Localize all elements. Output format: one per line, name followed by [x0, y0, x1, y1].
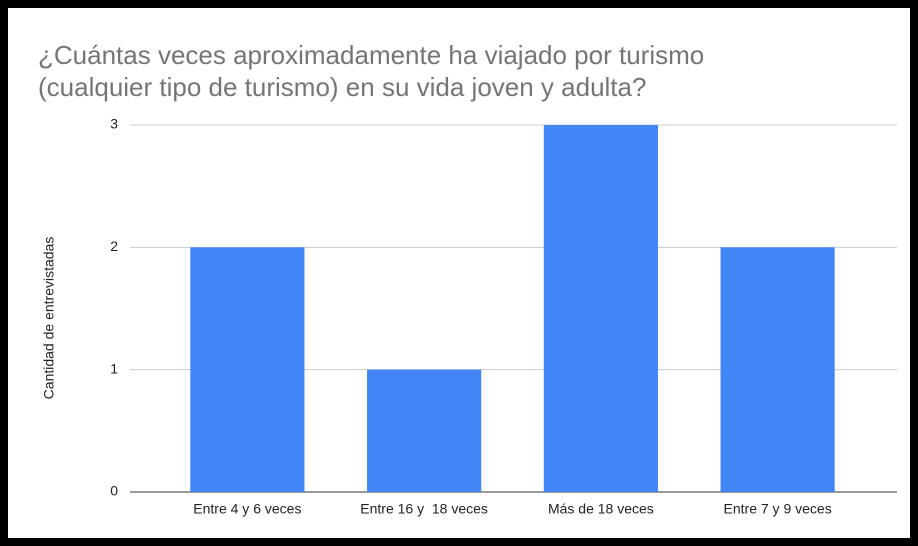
- y-tick-label: 1: [110, 360, 118, 376]
- x-tick-label: Entre 4 y 6 veces: [193, 501, 301, 517]
- x-tick-label: Entre 16 y 18 veces: [360, 501, 488, 517]
- chart-title: ¿Cuántas veces aproximadamente ha viajad…: [38, 40, 704, 70]
- chart-title: (cualquier tipo de turismo) en su vida j…: [38, 72, 646, 102]
- y-tick-label: 3: [110, 116, 118, 132]
- bar: [190, 247, 305, 492]
- bar: [543, 125, 658, 492]
- y-axis-label: Cantidad de entrevistadas: [41, 237, 57, 400]
- x-tick-label: Más de 18 veces: [548, 501, 654, 517]
- y-tick-label: 0: [110, 483, 118, 499]
- y-tick-label: 2: [110, 238, 118, 254]
- bar: [720, 247, 835, 492]
- bar: [367, 369, 482, 492]
- x-tick-label: Entre 7 y 9 veces: [724, 501, 832, 517]
